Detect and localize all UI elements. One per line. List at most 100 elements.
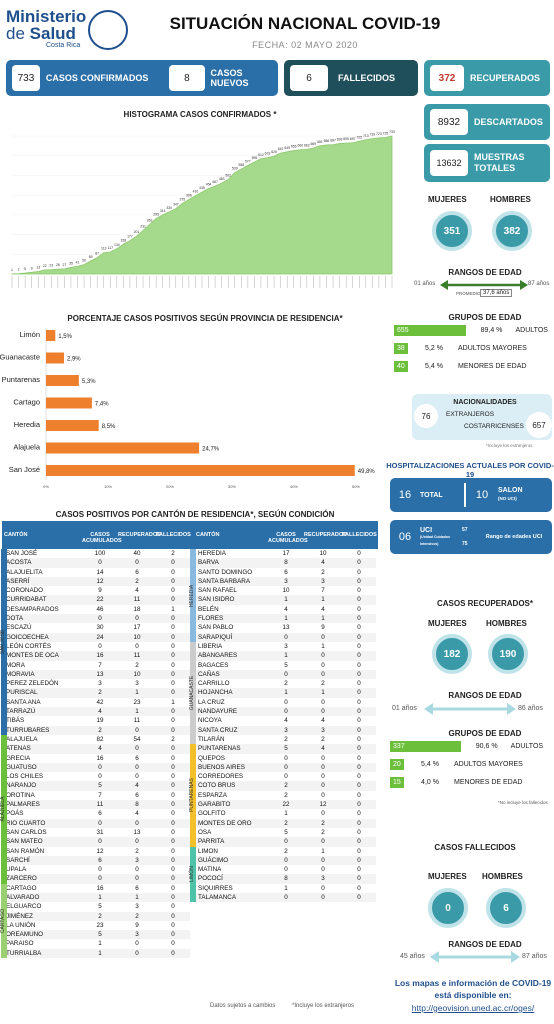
kpi-nuevos-label: CASOS NUEVOS <box>210 68 249 88</box>
table-cell: ASERRÍ <box>6 577 30 585</box>
table-cell: 4 <box>135 587 139 595</box>
table-cell: OSA <box>198 828 212 836</box>
report-date: FECHA: 02 MAYO 2020 <box>252 40 358 50</box>
table-row: TALAMANCA 0 0 0 <box>196 892 376 903</box>
table-cell: 0 <box>321 652 325 660</box>
table-cell: 0 <box>357 726 361 734</box>
rec-edad-max: 86 años <box>518 705 543 712</box>
table-row: CURRIDABAT 22 11 0 <box>4 595 190 605</box>
table-cell: LOS CHILES <box>6 773 44 781</box>
age-group-label: ADULTOS <box>510 743 544 750</box>
table-cell: 17 <box>282 550 290 557</box>
table-cell: PEREZ ZELEDÓN <box>6 680 59 688</box>
histogram-label: 113 <box>101 247 107 251</box>
histogram-label: 26 <box>56 263 60 267</box>
table-cell: 0 <box>357 791 361 799</box>
table-row: MONTES DE ORO 2 2 0 <box>196 818 376 828</box>
table-cell: 7 <box>98 791 102 799</box>
histogram-label: 27 <box>63 263 67 267</box>
histogram-label: 9 <box>31 266 33 270</box>
extranjeros-value: 76 <box>414 404 438 428</box>
table-cell: NICOYA <box>198 717 222 725</box>
table-row: POÁS 6 4 0 <box>4 809 190 818</box>
table-cell: PALMARES <box>6 801 40 809</box>
uci-range: 57 75 <box>462 527 468 547</box>
province-label: Guanacaste <box>0 353 40 362</box>
hosp-salon-label: SALON (NO UCI) <box>498 487 523 501</box>
table-row: SARAPIQUÍ 0 0 0 <box>196 632 376 642</box>
province-strip: GUANACASTE <box>189 642 196 745</box>
table-row: JIMÉNEZ 2 2 0 <box>4 911 190 921</box>
table-cell: 0 <box>171 893 175 901</box>
table-cell: 13 <box>282 624 290 632</box>
table-cell: 0 <box>357 633 361 641</box>
province-chart: 0% 10% 20% 30% 40% 50% Limón 1,5% Guanacaste 2,9%… <box>0 328 375 489</box>
table-cell: ZARCERO <box>6 875 37 883</box>
table-cell: 2 <box>284 680 288 688</box>
table-cell: 0 <box>321 838 325 846</box>
table-cell: 0 <box>284 698 288 706</box>
table-cell: 2 <box>284 782 288 790</box>
histogram-label: 697 <box>350 137 356 141</box>
histogram-label: 134 <box>114 243 120 247</box>
histogram-label: 618 <box>265 152 271 156</box>
table-cell: 0 <box>171 940 175 948</box>
histogram-label: 69 <box>89 255 93 259</box>
table-cell: 0 <box>171 801 175 809</box>
age-group-label: ADULTOS <box>515 327 548 334</box>
histogram-label: 5 <box>24 267 26 271</box>
province-strip-label: ALAJUELA <box>0 796 6 822</box>
table-cell: 82 <box>96 735 104 743</box>
table-row: ACOSTA 0 0 0 <box>4 558 190 568</box>
table-cell: 10 <box>133 633 141 641</box>
table-row: SAN RAFAEL 10 7 0 <box>196 586 376 595</box>
table-cell: 0 <box>357 838 361 846</box>
kpi-descartados: 8932 DESCARTADOS <box>424 104 550 140</box>
table-cell: SAN ISIDRO <box>198 596 235 604</box>
table-cell: 5 <box>98 903 102 911</box>
table-cell: GOLFITO <box>198 810 226 818</box>
table-cell: ALAJUELITA <box>6 568 43 576</box>
table-row: PURISCAL 2 1 0 <box>4 688 190 698</box>
table-cell: 6 <box>135 791 139 799</box>
table-cell: 5 <box>284 661 288 669</box>
province-bar <box>46 375 79 386</box>
table-row: CARRILLO 2 2 0 <box>196 679 376 688</box>
table-cell: 23 <box>133 698 141 706</box>
table-cell: 100 <box>94 550 106 557</box>
table-row: LA CRUZ 0 0 0 <box>196 698 376 707</box>
table-cell: 0 <box>321 633 325 641</box>
table-cell: ACOSTA <box>6 559 32 567</box>
rec-note: *No incluye los fallecidos <box>498 800 548 805</box>
table-row: RIO CUARTO 0 0 0 <box>4 818 190 828</box>
table-cell: 0 <box>357 801 361 809</box>
table-cell: 0 <box>171 931 175 939</box>
rec-grupos-list: 337 90,6 % ADULTOS 20 5,4 % ADULTOS MAYORES 15… <box>390 741 554 795</box>
table-cell: OREAMUNO <box>6 931 44 939</box>
province-bar <box>46 352 64 364</box>
histogram-label: 1 <box>11 268 13 272</box>
table-cell: 2 <box>284 791 288 799</box>
brand-line2: de Salud <box>6 24 76 43</box>
geovision-link[interactable]: http://geovision.uned.ac.cr/oges/ <box>411 1003 535 1013</box>
table-cell: 0 <box>171 596 175 604</box>
table-row: SAN RAMÓN 12 2 0 <box>4 847 190 856</box>
table-cell: 0 <box>135 615 139 623</box>
histogram-label: 693 <box>337 138 343 142</box>
table-row: MORAVIA 13 10 0 <box>4 669 190 680</box>
age-group-row: 20 5,4 % ADULTOS MAYORES <box>390 759 554 770</box>
table-row: DOTA 0 0 0 <box>4 614 190 624</box>
province-label: San José <box>9 465 40 474</box>
table-cell: NANDAYURE <box>198 708 238 716</box>
province-value: 8,5% <box>102 424 116 430</box>
table-row: SAN PABLO 13 9 0 <box>196 623 376 632</box>
province-chart-title: PORCENTAJE CASOS POSITIVOS SEGÚN PROVINC… <box>67 314 343 323</box>
histogram-label: 662 <box>304 143 310 147</box>
histogram-label: 595 <box>252 156 258 160</box>
table-cell: 3 <box>321 577 325 585</box>
table-cell: 0 <box>284 773 288 781</box>
age-group-pct: 4,0 % <box>421 779 439 786</box>
table-row: DESAMPARADOS 46 18 1 <box>4 605 190 614</box>
table-row: PUNTARENAS 5 4 0 <box>196 744 376 754</box>
province-bar <box>46 442 200 454</box>
